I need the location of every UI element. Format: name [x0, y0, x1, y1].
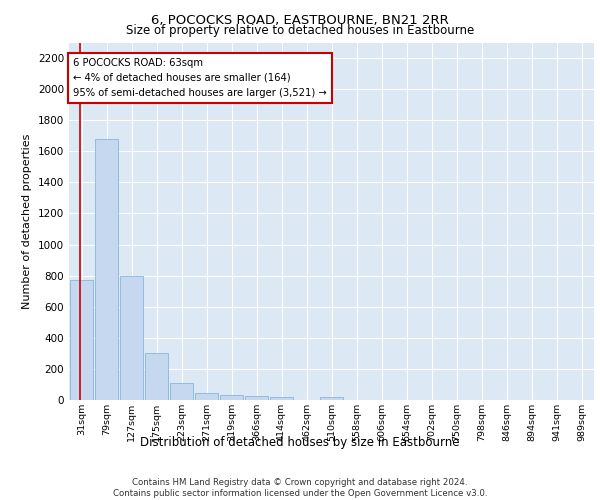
Y-axis label: Number of detached properties: Number of detached properties — [22, 134, 32, 309]
Text: 6 POCOCKS ROAD: 63sqm
← 4% of detached houses are smaller (164)
95% of semi-deta: 6 POCOCKS ROAD: 63sqm ← 4% of detached h… — [73, 58, 326, 98]
Bar — [145, 354, 169, 400]
Bar — [170, 383, 193, 400]
Bar — [269, 396, 293, 400]
Text: Contains HM Land Registry data © Crown copyright and database right 2024.
Contai: Contains HM Land Registry data © Crown c… — [113, 478, 487, 498]
Bar — [95, 139, 118, 400]
Text: Size of property relative to detached houses in Eastbourne: Size of property relative to detached ho… — [126, 24, 474, 37]
Bar — [194, 393, 218, 400]
Bar — [119, 276, 143, 400]
Bar — [70, 280, 94, 400]
Bar — [220, 394, 244, 400]
Text: Distribution of detached houses by size in Eastbourne: Distribution of detached houses by size … — [140, 436, 460, 449]
Text: 6, POCOCKS ROAD, EASTBOURNE, BN21 2RR: 6, POCOCKS ROAD, EASTBOURNE, BN21 2RR — [151, 14, 449, 27]
Bar — [245, 396, 268, 400]
Bar — [320, 396, 343, 400]
